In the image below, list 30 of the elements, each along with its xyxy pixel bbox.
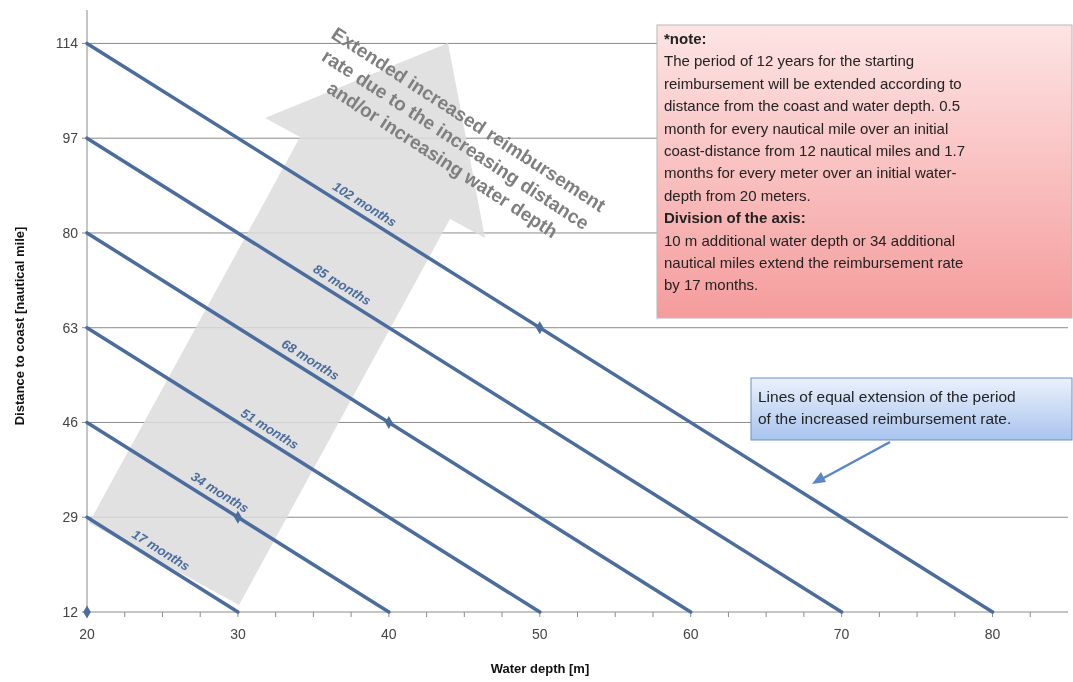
annotation: nautical miles extend the reimbursement rate [664, 254, 964, 271]
annotation: reimbursement will be extended according to [664, 74, 962, 92]
annotation: *note: [664, 30, 707, 47]
annotation: The period of 12 years for the starting [664, 52, 915, 70]
annotation: Division of the axis: [664, 209, 806, 227]
y-tick-label: 12 [62, 604, 79, 620]
annotation: coast-distance from 12 nautical miles and 1.7 [664, 142, 965, 159]
x-axis-title: Water depth [m] [490, 661, 590, 676]
annotation: by 17 months. [664, 276, 759, 294]
x-tick-label: 30 [230, 626, 246, 642]
annotation: depth from 20 meters. [664, 186, 811, 204]
annotation: month for every nautical mile over an initial [664, 119, 949, 137]
annotation: Lines of equal extension of the period [758, 388, 1016, 405]
y-tick-label: 97 [62, 130, 79, 147]
y-tick-label: 46 [62, 414, 79, 431]
x-tick-label: 60 [682, 626, 699, 642]
y-tick-label: 80 [62, 224, 79, 241]
x-tick-label: 80 [984, 626, 1001, 642]
x-tick-label: 40 [381, 626, 397, 642]
y-axis-title: Distance to coast [nautical mile] [12, 226, 27, 426]
annotation: months for every meter over an initial water- [664, 164, 957, 182]
x-tick-label: 70 [833, 626, 850, 642]
annotation: 10 m additional water depth or 34 additional [664, 231, 956, 249]
annotation: of the increased reimbursement rate. [758, 410, 1012, 427]
annotation: distance from the coast and water depth. 0.5 [664, 97, 961, 115]
y-tick-label: 63 [62, 319, 79, 336]
x-tick-label: 50 [531, 626, 548, 642]
y-tick-label: 29 [62, 509, 79, 526]
x-tick-label: 20 [79, 626, 95, 642]
y-tick-label: 114 [55, 35, 79, 52]
